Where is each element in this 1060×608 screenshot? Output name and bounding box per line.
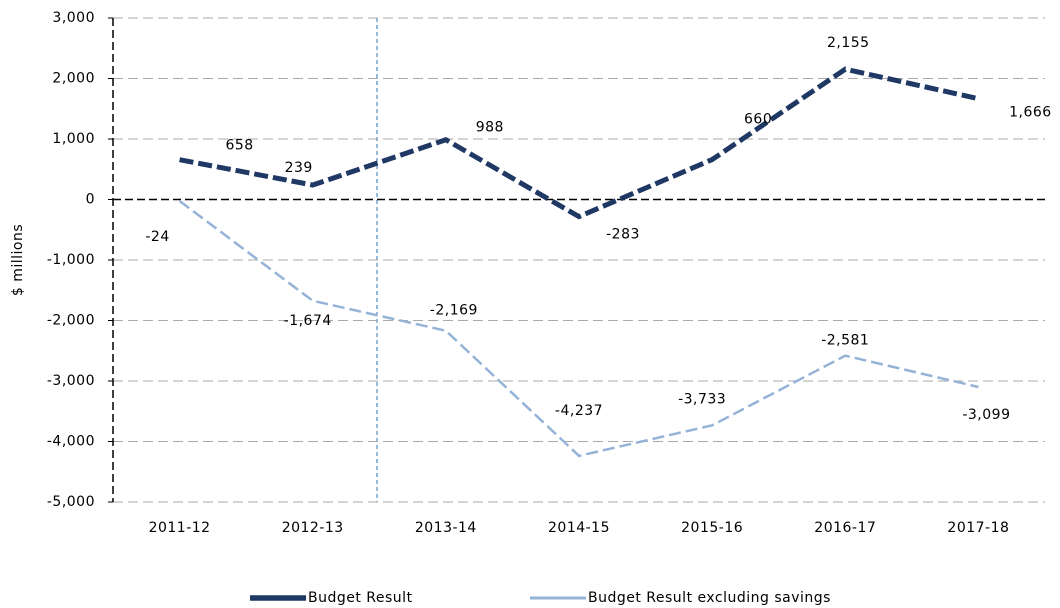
y-tick-label: 1,000 (52, 131, 95, 147)
data-label: 2,155 (827, 35, 870, 51)
data-label: -4,237 (555, 403, 603, 419)
y-tick-label: -4,000 (47, 434, 95, 450)
data-label: -2,581 (821, 333, 869, 349)
legend-label: Budget Result excluding savings (588, 590, 831, 606)
y-tick-label: 3,000 (52, 10, 95, 26)
data-label: -283 (606, 227, 640, 243)
series-line (179, 66, 979, 220)
data-label: 658 (225, 138, 253, 154)
x-tick-label: 2017-18 (947, 520, 1009, 536)
y-tick-label: -2,000 (47, 313, 95, 329)
series-line (178, 199, 979, 458)
x-tick-label: 2012-13 (282, 520, 344, 536)
legend-label: Budget Result (308, 590, 413, 606)
data-label: 1,666 (1009, 105, 1052, 121)
data-label: -24 (145, 229, 169, 245)
data-label: -3,099 (962, 407, 1010, 423)
y-tick-label: 0 (86, 192, 95, 208)
x-tick-label: 2014-15 (548, 520, 610, 536)
y-tick-label: -5,000 (47, 494, 95, 510)
data-label: 988 (476, 120, 504, 136)
data-label: -3,733 (678, 391, 726, 407)
data-label: 660 (744, 112, 772, 128)
y-tick-label: -3,000 (47, 373, 95, 389)
data-label: -1,674 (284, 313, 332, 329)
y-tick-label: -1,000 (47, 252, 95, 268)
data-label: -2,169 (430, 303, 478, 319)
y-tick-label: 2,000 (52, 71, 95, 87)
x-tick-label: 2016-17 (814, 520, 876, 536)
x-tick-label: 2015-16 (681, 520, 743, 536)
y-axis-title: $ millions (10, 224, 26, 296)
x-tick-label: 2011-12 (149, 520, 211, 536)
data-label: 239 (285, 160, 313, 176)
x-tick-label: 2013-14 (415, 520, 477, 536)
